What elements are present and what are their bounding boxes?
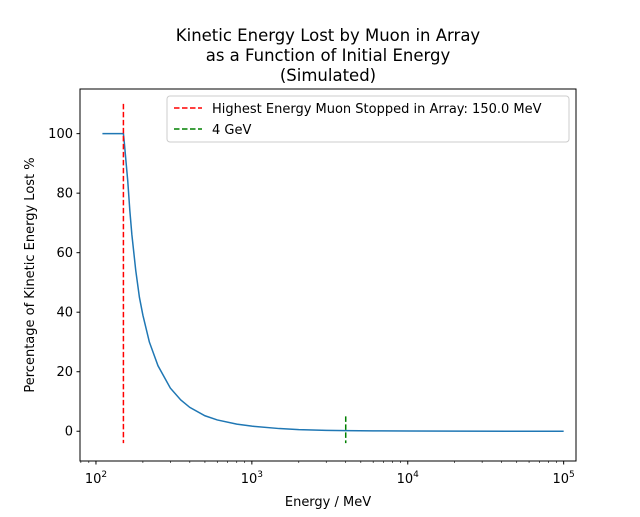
x-tick-label: 105	[553, 470, 575, 487]
series-line-kinetic-energy-lost	[102, 132, 564, 432]
x-tick-label: 102	[85, 470, 107, 487]
y-tick-label: 20	[56, 365, 73, 380]
chart-title-line-3: (Simulated)	[280, 66, 376, 85]
y-tick-label: 0	[65, 425, 73, 440]
legend: Highest Energy Muon Stopped in Array: 15…	[166, 95, 570, 143]
y-axis-label: Percentage of Kinetic Energy Lost %	[23, 157, 38, 392]
plot-frame	[79, 88, 577, 462]
chart-title-line-1: Kinetic Energy Lost by Muon in Array	[176, 26, 481, 45]
legend-box	[166, 95, 570, 143]
y-tick-label: 60	[56, 246, 73, 261]
legend-label-four-gev: 4 GeV	[212, 123, 251, 138]
x-tick-label: 104	[397, 470, 420, 487]
chart-title-line-2: as a Function of Initial Energy	[206, 46, 451, 65]
legend-label-stopped: Highest Energy Muon Stopped in Array: 15…	[212, 102, 542, 117]
x-axis-label: Energy / MeV	[285, 495, 371, 510]
x-tick-label: 103	[241, 470, 263, 487]
y-tick-label: 40	[56, 306, 73, 321]
y-tick-label: 80	[56, 187, 73, 202]
y-tick-label: 100	[48, 127, 73, 142]
